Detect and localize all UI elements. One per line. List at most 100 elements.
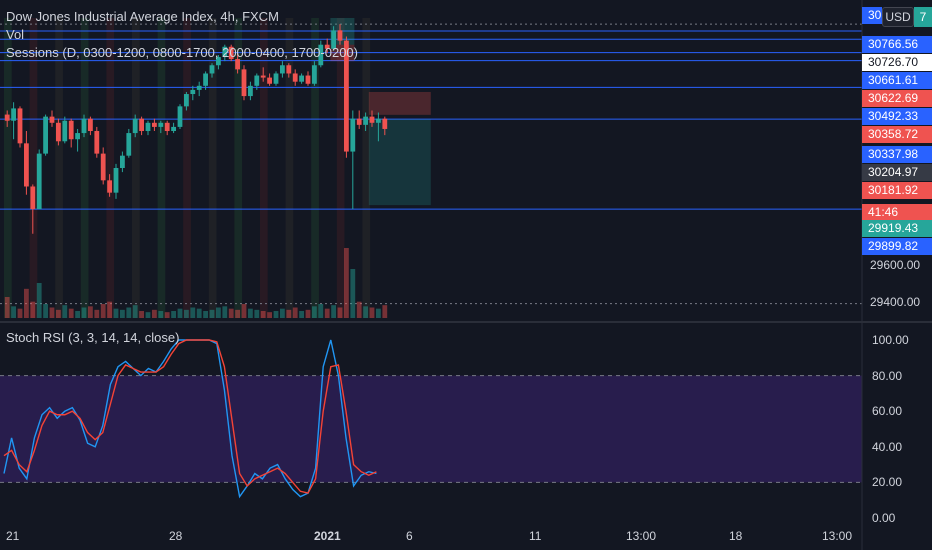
candle-body [356, 118, 362, 125]
candle-body [267, 77, 272, 84]
candle-body [241, 69, 247, 97]
candle-body [331, 30, 336, 49]
session-shading [4, 18, 371, 318]
candle-body [260, 75, 266, 78]
candle-body [24, 143, 29, 187]
price-tag[interactable]: 30766.56 [862, 36, 932, 53]
price-tag[interactable]: 30622.69 [862, 90, 932, 107]
candle-body [120, 155, 125, 168]
candle-body [337, 30, 343, 41]
volume-bar [196, 308, 202, 318]
currency-button[interactable]: USD [882, 7, 914, 27]
volume-bar [209, 309, 215, 318]
candle-body [132, 118, 138, 134]
volume-bar [305, 309, 311, 318]
candle-body [139, 118, 144, 132]
stoch-tick-label: 40.00 [872, 439, 903, 454]
top-price-peek: 30 [862, 7, 882, 24]
session-band [55, 18, 63, 318]
volume-bar [113, 308, 119, 318]
symbol-title[interactable]: Dow Jones Industrial Average Index, 4h, … [6, 9, 279, 24]
time-tick-label: 28 [169, 529, 183, 543]
reward-box [368, 119, 431, 206]
candle-body [94, 131, 100, 154]
candle-body [280, 65, 285, 74]
price-tick-label: 29600.00 [870, 258, 921, 272]
session-band [157, 18, 166, 318]
price-tag[interactable]: 30181.92 [862, 182, 932, 199]
candle-body [350, 118, 356, 152]
candle-body [4, 114, 10, 121]
volume-bar [164, 312, 170, 318]
candle-body [56, 122, 61, 142]
time-tick-label: 21 [6, 529, 20, 543]
volume-bar [203, 311, 208, 318]
time-tick-label: 13:00 [822, 529, 853, 543]
volume-bar [318, 304, 324, 318]
sessions-label[interactable]: Sessions (D, 0300-1200, 0800-1700, 2000-… [6, 45, 358, 60]
candle-body [36, 153, 42, 210]
session-band [285, 18, 294, 318]
price-tag[interactable]: 41:46 [862, 204, 932, 221]
volume-bar [312, 306, 317, 318]
candle-body [376, 118, 381, 123]
volume-bar [337, 307, 343, 318]
volume-bar [324, 308, 330, 318]
volume-bar [241, 304, 247, 318]
session-band [106, 18, 115, 318]
price-tag[interactable]: 29919.43 [862, 220, 932, 237]
candle-body [318, 44, 324, 66]
volume-bar [267, 312, 272, 318]
candle-body [145, 122, 151, 132]
session-band [80, 18, 89, 318]
stoch-d-line [3, 339, 377, 494]
candle-body [152, 122, 157, 127]
volume-bars [4, 248, 388, 318]
price-tag[interactable]: 30492.33 [862, 108, 932, 125]
candle-body [228, 46, 234, 60]
stoch-rsi-label[interactable]: Stoch RSI (3, 3, 14, 14, close) [6, 330, 180, 345]
candlesticks [4, 24, 388, 234]
volume-bar [94, 309, 100, 318]
session-band [29, 18, 38, 318]
volume-bar [190, 307, 196, 318]
volume-bar [280, 308, 285, 318]
price-tag[interactable]: 30726.70 [862, 54, 932, 71]
price-tag[interactable]: 30337.98 [862, 146, 932, 163]
stoch-tick-label: 100.00 [872, 333, 909, 347]
candle-body [171, 126, 176, 132]
volume-bar [350, 269, 356, 318]
candle-body [62, 120, 68, 142]
candle-body [11, 108, 16, 121]
candle-body [273, 73, 279, 84]
volume-bar [171, 311, 176, 318]
candle-body [107, 180, 112, 193]
volume-bar [145, 312, 151, 318]
currency-peek: 7 [914, 7, 932, 27]
volume-bar [184, 309, 189, 318]
price-tag[interactable]: 30661.61 [862, 72, 932, 89]
vol-label[interactable]: Vol [6, 27, 25, 42]
candle-body [126, 133, 132, 156]
volume-bar [299, 311, 304, 318]
volume-bar [100, 304, 106, 318]
volume-bar [292, 307, 298, 318]
stoch-tick-label: 20.00 [872, 475, 903, 490]
volume-bar [216, 307, 221, 318]
candle-body [369, 116, 375, 123]
candle-body [286, 65, 292, 74]
volume-bar [56, 309, 61, 318]
volume-bar [75, 311, 80, 318]
volume-bar [139, 311, 144, 318]
time-tick-label: 6 [406, 529, 413, 543]
price-tag[interactable]: 30358.72 [862, 126, 932, 143]
session-band [260, 18, 268, 318]
candle-body [75, 133, 80, 140]
candle-body [177, 106, 183, 127]
time-tick-label: 18 [729, 529, 743, 543]
time-tick-label: 2021 [314, 529, 341, 543]
candle-body [209, 65, 215, 74]
price-tag[interactable]: 30204.97 [862, 164, 932, 181]
price-tag[interactable]: 29899.82 [862, 238, 932, 255]
